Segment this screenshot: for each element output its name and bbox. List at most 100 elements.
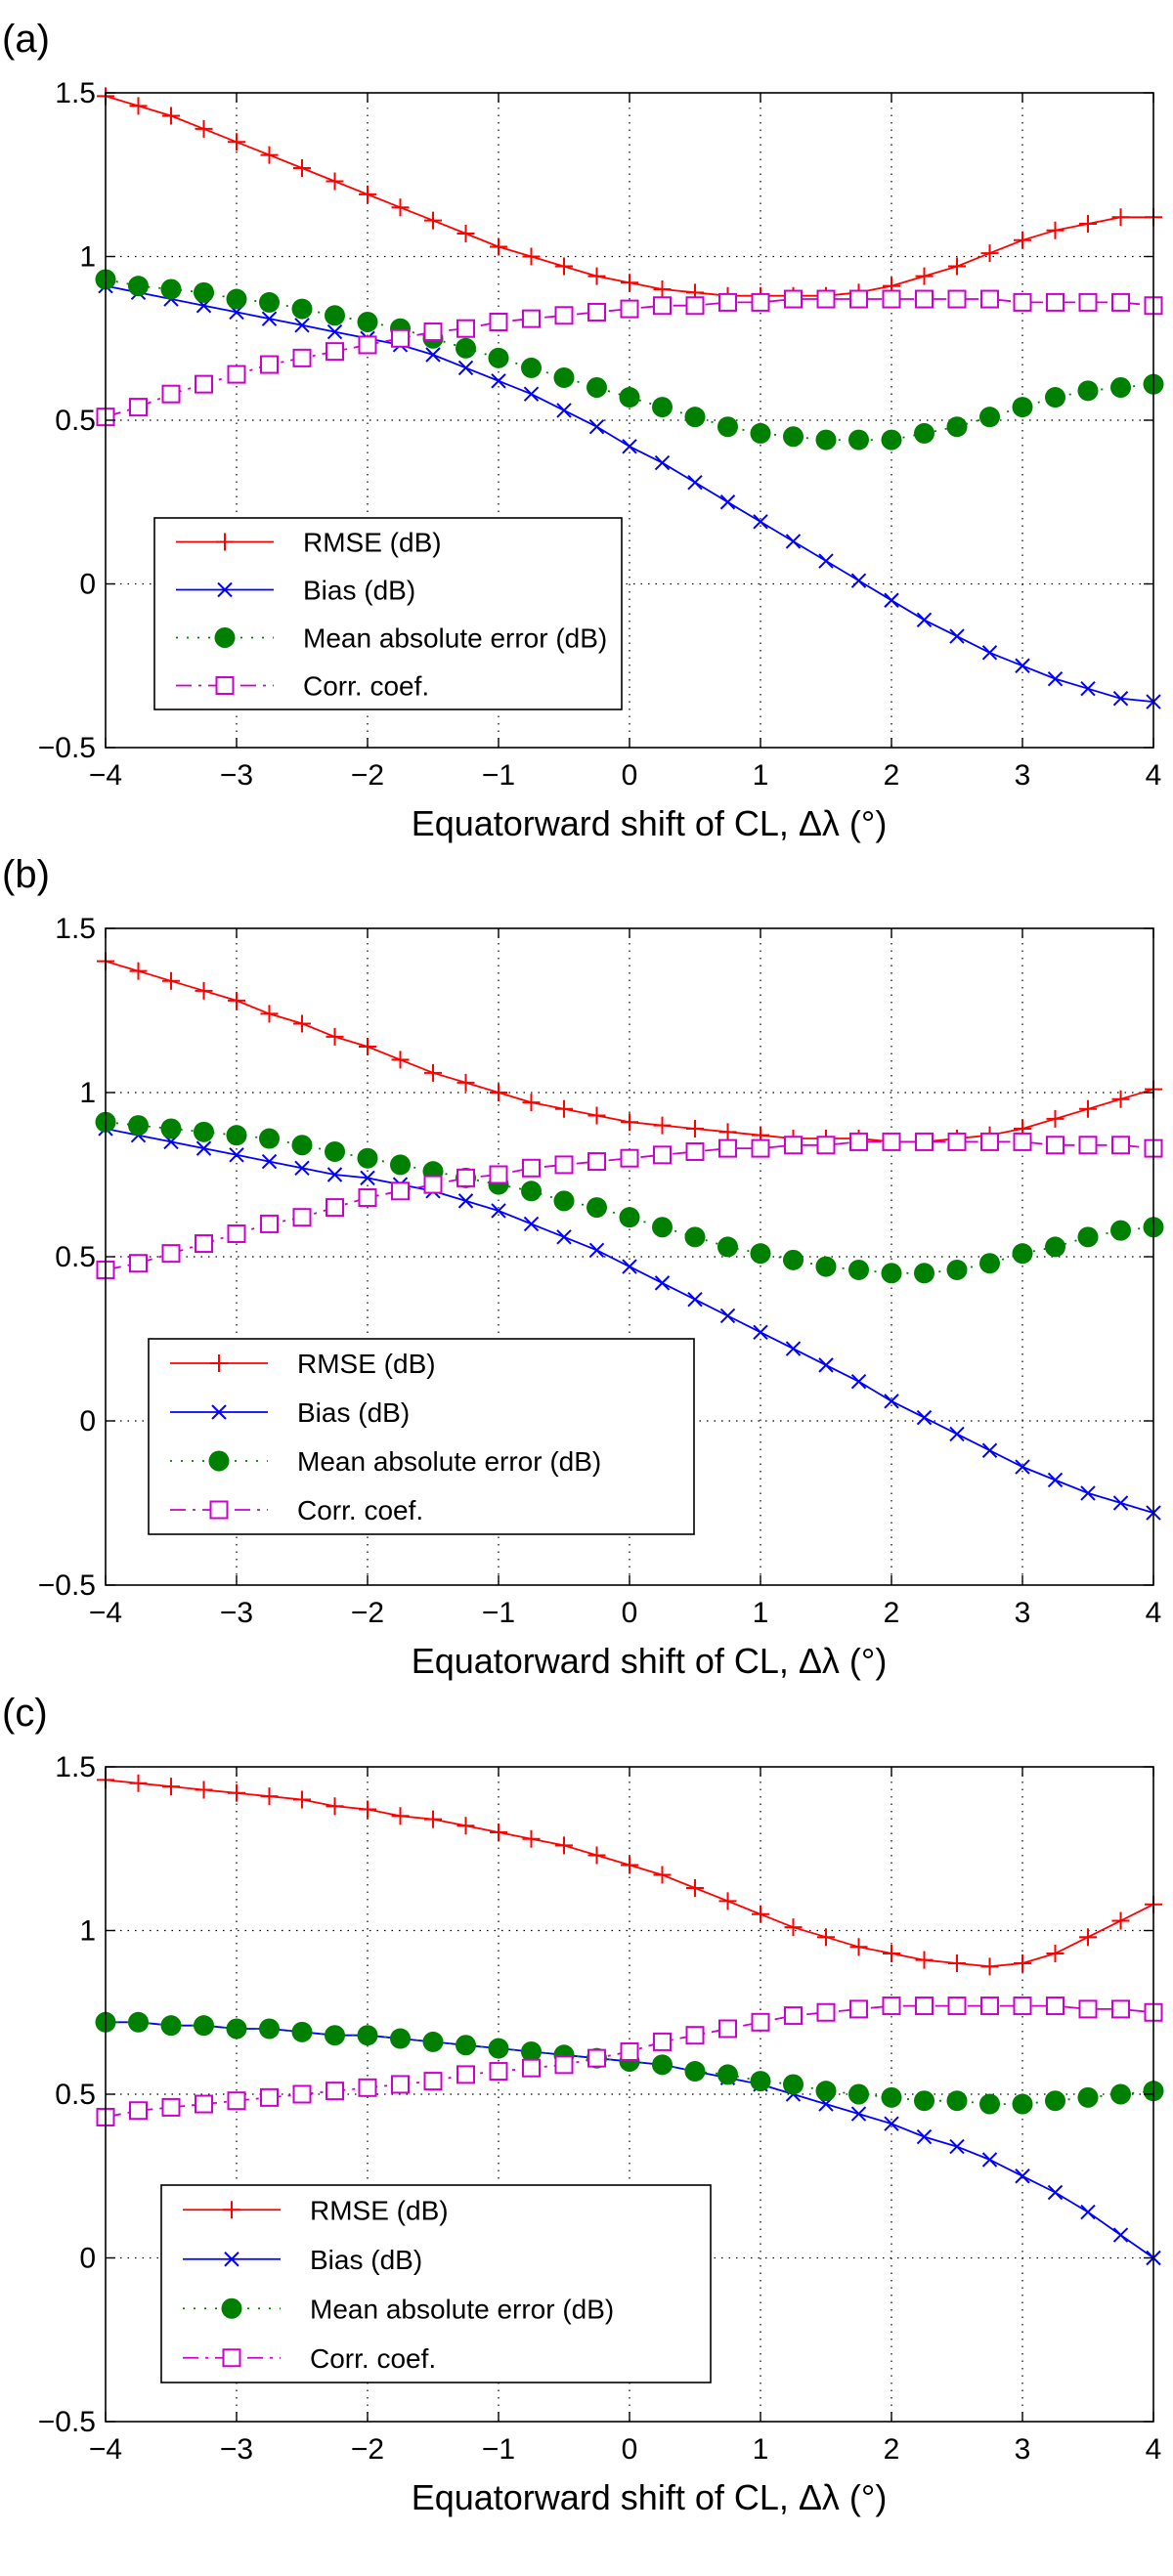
legend-label: Bias (dB) bbox=[297, 1397, 410, 1428]
data-point bbox=[1112, 2227, 1129, 2243]
legend-label: RMSE (dB) bbox=[303, 528, 442, 558]
data-point bbox=[1077, 2086, 1099, 2108]
y-tick-label: 1 bbox=[79, 1077, 96, 1109]
data-point bbox=[1111, 1090, 1130, 1108]
data-point bbox=[884, 592, 899, 608]
legend-label: Bias (dB) bbox=[303, 576, 415, 606]
data-point bbox=[881, 429, 902, 451]
data-point bbox=[684, 1226, 706, 1248]
legend-box bbox=[160, 2184, 712, 2383]
data-point bbox=[815, 1256, 837, 1277]
data-point bbox=[1046, 1136, 1064, 1155]
legend-swatch-marker bbox=[215, 676, 235, 695]
data-point bbox=[915, 1951, 934, 1969]
data-point bbox=[1078, 292, 1098, 312]
x-tick-label: −1 bbox=[482, 1597, 515, 1629]
x-tick-label: −2 bbox=[351, 2433, 384, 2466]
data-point bbox=[195, 981, 213, 1000]
data-point bbox=[293, 1014, 311, 1033]
legend-swatch-marker bbox=[224, 2252, 239, 2267]
data-point bbox=[1046, 1109, 1064, 1128]
data-point bbox=[752, 1905, 769, 1923]
data-point bbox=[456, 319, 475, 338]
x-tick-label: 2 bbox=[884, 2433, 900, 2466]
data-point bbox=[162, 971, 180, 990]
data-point bbox=[555, 1836, 573, 1855]
data-point bbox=[1015, 658, 1030, 673]
data-point bbox=[490, 237, 507, 256]
x-tick-label: 0 bbox=[622, 759, 638, 792]
data-point bbox=[751, 1138, 770, 1158]
data-point bbox=[1111, 1911, 1130, 1930]
data-point bbox=[817, 1928, 835, 1947]
data-point bbox=[422, 2031, 444, 2052]
data-point bbox=[456, 1817, 475, 1835]
data-point bbox=[979, 2093, 1000, 2115]
x-tick-label: 2 bbox=[884, 1597, 900, 1629]
data-point bbox=[884, 2116, 899, 2131]
data-point bbox=[916, 2128, 933, 2145]
data-point bbox=[456, 2065, 475, 2084]
data-point bbox=[815, 429, 837, 451]
data-point bbox=[622, 439, 637, 454]
data-point bbox=[980, 289, 999, 309]
data-point bbox=[423, 1175, 443, 1194]
data-point bbox=[522, 1158, 541, 1178]
data-point bbox=[556, 1229, 572, 1245]
data-point bbox=[195, 119, 213, 138]
data-point bbox=[326, 2082, 344, 2101]
data-point bbox=[1046, 292, 1064, 312]
data-point bbox=[457, 360, 474, 376]
data-point bbox=[1110, 2083, 1131, 2105]
data-point bbox=[588, 1242, 605, 1258]
data-point bbox=[621, 1856, 638, 1874]
data-point bbox=[521, 357, 542, 378]
data-point bbox=[161, 384, 181, 404]
data-point bbox=[195, 1234, 213, 1254]
data-point bbox=[261, 311, 278, 326]
legend-item: Corr. coef. bbox=[176, 671, 429, 702]
data-point bbox=[360, 1170, 375, 1186]
data-point bbox=[554, 2055, 574, 2075]
panel-label: (c) bbox=[2, 1692, 48, 1735]
data-point bbox=[848, 2083, 869, 2105]
data-point bbox=[521, 1181, 542, 1202]
x-tick-label: −1 bbox=[482, 2433, 515, 2466]
data-point bbox=[979, 407, 1000, 428]
data-point bbox=[850, 2106, 867, 2122]
legend-swatch-marker bbox=[223, 2201, 240, 2219]
data-point bbox=[1080, 1485, 1096, 1501]
data-point bbox=[587, 1846, 606, 1865]
data-point bbox=[719, 494, 736, 510]
data-point bbox=[981, 1442, 998, 1458]
data-point bbox=[357, 1147, 378, 1169]
legend-item: Bias (dB) bbox=[176, 576, 415, 606]
data-point bbox=[228, 1783, 245, 1802]
legend-label: Corr. coef. bbox=[310, 2343, 436, 2374]
data-point bbox=[129, 1254, 148, 1273]
data-point bbox=[685, 1141, 705, 1161]
data-point bbox=[456, 225, 475, 243]
data-point bbox=[753, 1324, 768, 1340]
data-point bbox=[848, 429, 869, 451]
data-point bbox=[423, 322, 443, 342]
data-point bbox=[423, 2072, 443, 2091]
data-point bbox=[686, 1878, 704, 1897]
data-point bbox=[1112, 1495, 1129, 1511]
data-point bbox=[750, 1243, 771, 1265]
data-point bbox=[980, 244, 999, 263]
data-point bbox=[1046, 1996, 1064, 2016]
data-point bbox=[653, 1145, 672, 1165]
data-point bbox=[652, 1217, 673, 1238]
legend-box bbox=[148, 1338, 695, 1535]
data-point bbox=[684, 407, 706, 428]
data-point bbox=[456, 1168, 475, 1187]
legend: RMSE (dB) Bias (dB) Mean absolute error (d… bbox=[153, 517, 623, 710]
x-tick-label: 4 bbox=[1146, 2433, 1162, 2466]
data-point bbox=[654, 454, 671, 471]
data-point bbox=[1047, 1472, 1064, 1488]
y-tick-label: −0.5 bbox=[38, 1569, 96, 1602]
data-point bbox=[456, 1073, 475, 1092]
panel-label: (a) bbox=[2, 18, 50, 61]
data-point bbox=[816, 289, 836, 309]
